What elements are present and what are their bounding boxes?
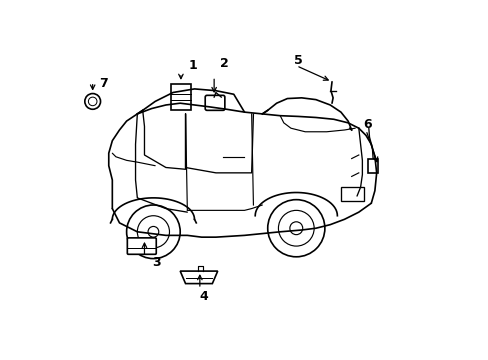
Bar bbox=[367, 158, 378, 173]
Text: 4: 4 bbox=[199, 289, 207, 303]
Bar bbox=[171, 84, 190, 111]
Bar bbox=[340, 187, 364, 202]
FancyBboxPatch shape bbox=[205, 95, 224, 111]
Polygon shape bbox=[180, 271, 217, 284]
Text: 5: 5 bbox=[293, 54, 302, 67]
Text: 3: 3 bbox=[152, 256, 161, 269]
Text: 2: 2 bbox=[220, 57, 229, 71]
Text: 7: 7 bbox=[99, 77, 107, 90]
FancyBboxPatch shape bbox=[127, 238, 156, 254]
Text: 1: 1 bbox=[188, 59, 197, 72]
Text: 6: 6 bbox=[363, 118, 371, 131]
